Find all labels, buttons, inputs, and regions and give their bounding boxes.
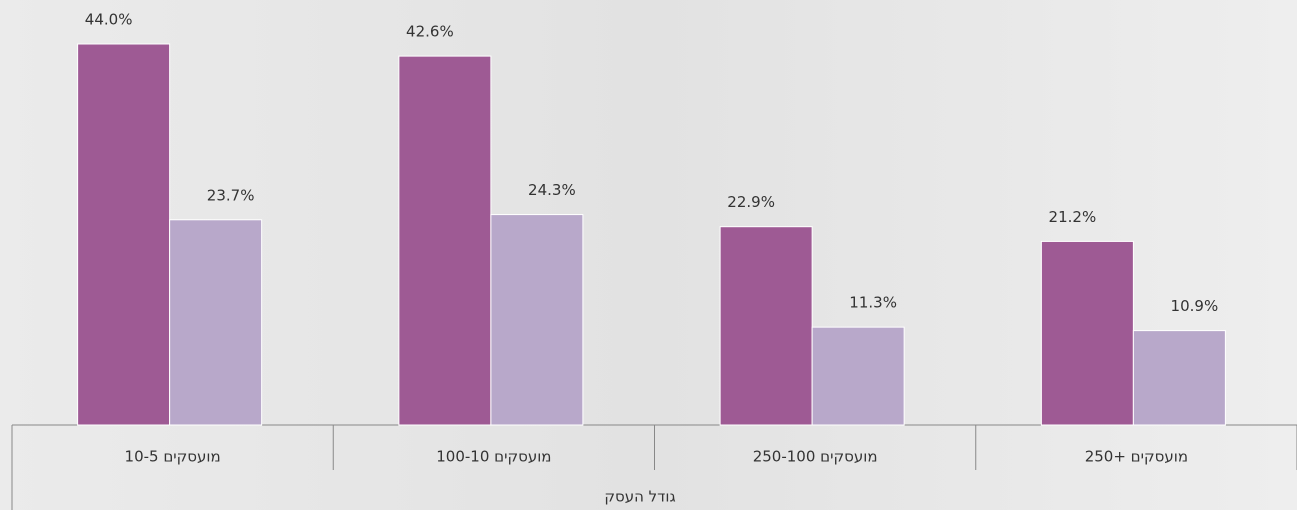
value-label: 22.9% xyxy=(727,193,775,211)
bar xyxy=(812,327,904,425)
value-label: 21.2% xyxy=(1049,208,1097,226)
x-tick-label: 100-10 מועסקים xyxy=(436,448,551,466)
chart: גודל העסק 10-5 מועסקים 44.0% 23.7% 100-10 מ… xyxy=(0,0,1297,510)
bar xyxy=(1041,241,1133,425)
x-tick-label: 250+ מועסקים xyxy=(1085,448,1188,466)
bar xyxy=(170,220,262,425)
value-label: 24.3% xyxy=(528,181,576,199)
x-tick-label: 250-100 מועסקים xyxy=(753,448,878,466)
value-label: 11.3% xyxy=(849,294,897,312)
x-axis-title: גודל העסק xyxy=(604,488,675,506)
bar xyxy=(491,215,583,425)
x-tick-label: 10-5 מועסקים xyxy=(125,448,221,466)
value-label: 10.9% xyxy=(1171,297,1219,315)
value-label: 44.0% xyxy=(85,11,133,29)
bar xyxy=(399,56,491,425)
bar xyxy=(720,227,812,425)
bar xyxy=(78,44,170,425)
value-label: 42.6% xyxy=(406,23,454,41)
bar xyxy=(1133,331,1225,425)
value-label: 23.7% xyxy=(207,186,255,204)
